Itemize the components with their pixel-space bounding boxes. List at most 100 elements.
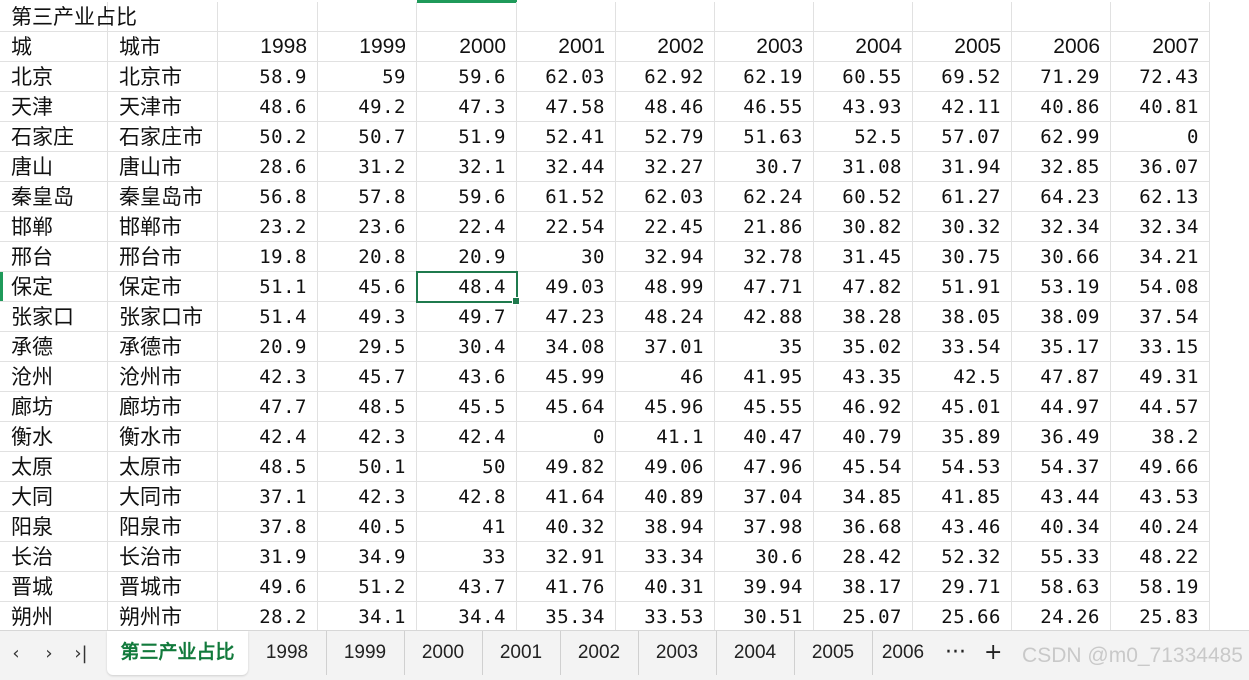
city-cell[interactable]: 唐山 [0,152,108,182]
value-cell[interactable]: 46.92 [814,392,913,422]
value-cell[interactable]: 47.58 [517,92,616,122]
empty-cell[interactable] [715,2,814,32]
value-cell[interactable]: 23.6 [318,212,417,242]
value-cell[interactable]: 51.2 [318,572,417,602]
value-cell[interactable]: 34.08 [517,332,616,362]
value-cell[interactable]: 59.6 [417,62,517,92]
city-cell[interactable]: 秦皇岛市 [108,182,218,212]
value-cell[interactable]: 35.17 [1012,332,1111,362]
city-cell[interactable]: 沧州 [0,362,108,392]
value-cell[interactable]: 41.64 [517,482,616,512]
value-cell[interactable]: 71.29 [1012,62,1111,92]
city-cell[interactable]: 衡水 [0,422,108,452]
value-cell[interactable]: 20.8 [318,242,417,272]
header-cell[interactable]: 1998 [218,32,318,62]
value-cell[interactable]: 30.82 [814,212,913,242]
value-cell[interactable]: 37.1 [218,482,318,512]
empty-cell[interactable] [913,2,1012,32]
empty-cell[interactable] [1012,2,1111,32]
value-cell[interactable]: 43.93 [814,92,913,122]
city-cell[interactable]: 大同市 [108,482,218,512]
value-cell[interactable]: 60.55 [814,62,913,92]
value-cell[interactable]: 45.5 [417,392,517,422]
value-cell[interactable]: 61.52 [517,182,616,212]
value-cell[interactable]: 40.5 [318,512,417,542]
value-cell[interactable]: 32.91 [517,542,616,572]
value-cell[interactable]: 62.24 [715,182,814,212]
value-cell[interactable]: 50.7 [318,122,417,152]
value-cell[interactable]: 54.37 [1012,452,1111,482]
value-cell[interactable]: 51.91 [913,272,1012,302]
value-cell[interactable]: 0 [517,422,616,452]
value-cell[interactable]: 34.9 [318,542,417,572]
value-cell[interactable]: 31.94 [913,152,1012,182]
value-cell[interactable]: 32.34 [1111,212,1210,242]
value-cell[interactable]: 34.1 [318,602,417,630]
value-cell[interactable]: 57.8 [318,182,417,212]
header-cell[interactable]: 2000 [417,32,517,62]
value-cell[interactable]: 38.28 [814,302,913,332]
more-sheets-icon[interactable]: ··· [945,640,966,665]
value-cell[interactable]: 23.2 [218,212,318,242]
value-cell[interactable]: 42.4 [417,422,517,452]
city-cell[interactable]: 廊坊 [0,392,108,422]
value-cell[interactable]: 38.17 [814,572,913,602]
empty-cell[interactable] [218,2,318,32]
value-cell[interactable]: 35.02 [814,332,913,362]
value-cell[interactable]: 62.99 [1012,122,1111,152]
tab-1999[interactable]: 1999 [326,631,405,675]
value-cell[interactable]: 28.2 [218,602,318,630]
tab-2003[interactable]: 2003 [638,631,717,675]
tab-2001[interactable]: 2001 [482,631,561,675]
value-cell[interactable]: 36.49 [1012,422,1111,452]
value-cell[interactable]: 47.82 [814,272,913,302]
header-cell[interactable]: 2001 [517,32,616,62]
value-cell[interactable]: 28.6 [218,152,318,182]
value-cell[interactable]: 42.3 [318,482,417,512]
value-cell[interactable]: 48.4 [417,272,517,302]
value-cell[interactable]: 29.5 [318,332,417,362]
header-cell[interactable]: 2007 [1111,32,1210,62]
city-cell[interactable]: 承德 [0,332,108,362]
city-cell[interactable]: 晋城 [0,572,108,602]
value-cell[interactable]: 43.46 [913,512,1012,542]
value-cell[interactable]: 0 [1111,122,1210,152]
value-cell[interactable]: 48.5 [318,392,417,422]
value-cell[interactable]: 41 [417,512,517,542]
city-cell[interactable]: 长治市 [108,542,218,572]
value-cell[interactable]: 58.19 [1111,572,1210,602]
value-cell[interactable]: 58.63 [1012,572,1111,602]
value-cell[interactable]: 42.8 [417,482,517,512]
value-cell[interactable]: 45.7 [318,362,417,392]
value-cell[interactable]: 46.55 [715,92,814,122]
value-cell[interactable]: 59 [318,62,417,92]
value-cell[interactable]: 44.97 [1012,392,1111,422]
value-cell[interactable]: 40.81 [1111,92,1210,122]
value-cell[interactable]: 38.05 [913,302,1012,332]
value-cell[interactable]: 30.6 [715,542,814,572]
value-cell[interactable]: 61.27 [913,182,1012,212]
city-cell[interactable]: 朔州 [0,602,108,630]
value-cell[interactable]: 64.23 [1012,182,1111,212]
value-cell[interactable]: 42.5 [913,362,1012,392]
value-cell[interactable]: 37.8 [218,512,318,542]
value-cell[interactable]: 31.08 [814,152,913,182]
value-cell[interactable]: 55.33 [1012,542,1111,572]
value-cell[interactable]: 40.31 [616,572,715,602]
value-cell[interactable]: 31.45 [814,242,913,272]
value-cell[interactable]: 35.89 [913,422,1012,452]
value-cell[interactable]: 38.09 [1012,302,1111,332]
city-cell[interactable]: 张家口市 [108,302,218,332]
value-cell[interactable]: 34.85 [814,482,913,512]
city-cell[interactable]: 阳泉 [0,512,108,542]
value-cell[interactable]: 32.44 [517,152,616,182]
value-cell[interactable]: 25.66 [913,602,1012,630]
value-cell[interactable]: 58.9 [218,62,318,92]
value-cell[interactable]: 47.7 [218,392,318,422]
city-cell[interactable]: 邢台 [0,242,108,272]
header-cell[interactable]: 2006 [1012,32,1111,62]
value-cell[interactable]: 46 [616,362,715,392]
tab-2005[interactable]: 2005 [794,631,873,675]
value-cell[interactable]: 49.82 [517,452,616,482]
title-cell[interactable]: 第三产业占比 [0,2,137,32]
